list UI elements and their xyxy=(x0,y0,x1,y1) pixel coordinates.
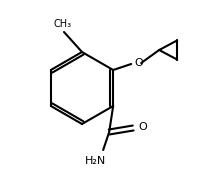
Text: CH₃: CH₃ xyxy=(54,19,72,29)
Text: O: O xyxy=(134,58,143,68)
Text: H₂N: H₂N xyxy=(85,156,106,166)
Text: O: O xyxy=(138,122,147,132)
